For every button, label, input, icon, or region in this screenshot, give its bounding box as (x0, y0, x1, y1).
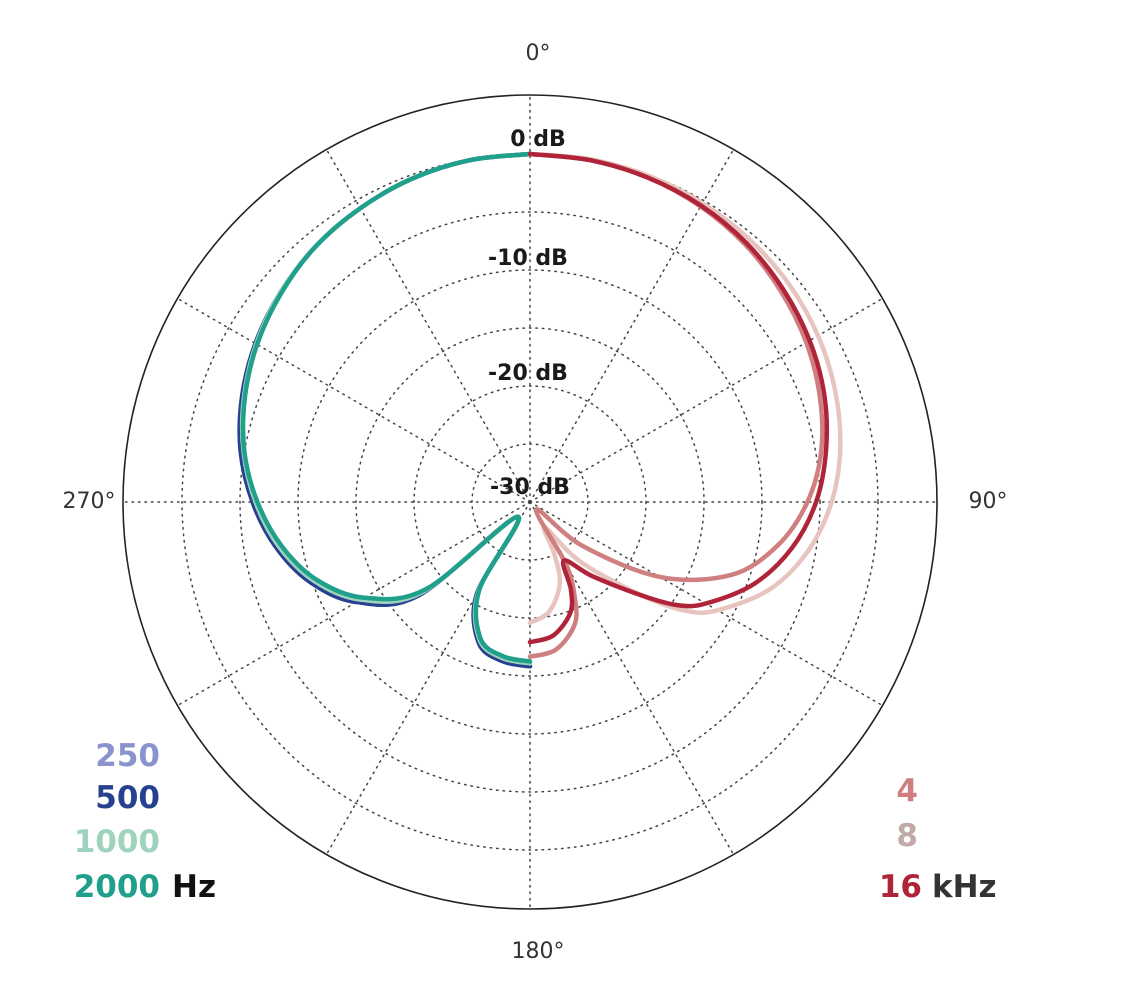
legend-item-1000: 1000 (74, 824, 160, 860)
legend-item-2000: 2000 (74, 869, 160, 905)
series-line-1000 (239, 151, 533, 666)
grid-spoke (325, 501, 531, 856)
legend-unit-khz: kHz (932, 869, 997, 905)
angle-label-0: 0° (526, 41, 551, 66)
angle-label-180: 180° (512, 939, 565, 964)
grid-ring (239, 211, 821, 793)
legend-item-500: 500 (95, 780, 160, 816)
outer-circle (122, 94, 938, 910)
legend-item-250: 250 (95, 738, 160, 774)
series-line-2000 (240, 151, 533, 664)
series-line-8 (527, 151, 843, 626)
ring-label-minus30db: -30 dB (490, 475, 570, 500)
angle-label-90: 90° (969, 489, 1008, 514)
grid-spoke (325, 148, 531, 503)
legend-item-8: 8 (896, 818, 918, 854)
legend-left: 250 500 1000 2000 Hz (74, 738, 216, 905)
angle-label-270: 270° (63, 489, 116, 514)
ring-label-minus20db: -20 dB (488, 361, 568, 386)
grid-ring (297, 269, 763, 735)
series-line-16 (527, 151, 830, 645)
series-layer (237, 151, 843, 669)
ring-label-0db: 0 dB (510, 127, 565, 152)
legend-right: 4 8 16 kHz (879, 773, 997, 905)
grid-spoke (176, 297, 531, 503)
legend-item-4: 4 (896, 773, 918, 809)
grid-ring (413, 385, 647, 619)
grid-spoke (529, 501, 735, 856)
series-line-250 (237, 151, 533, 669)
grid-spoke (529, 297, 884, 503)
legend-item-16: 16 (879, 869, 922, 905)
grid-ring (355, 327, 705, 677)
series-line-500 (237, 151, 533, 669)
ring-label-minus10db: -10 dB (488, 246, 568, 271)
legend-unit-hz: Hz (172, 869, 216, 905)
